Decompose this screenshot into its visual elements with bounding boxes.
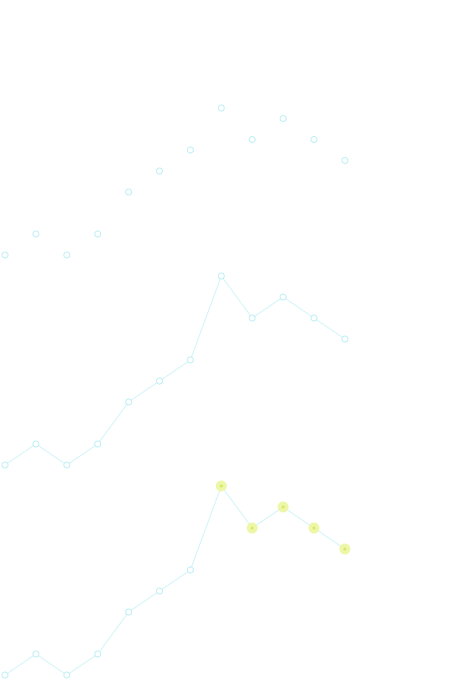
series-2 — [1, 480, 351, 679]
series-1-point-0 — [1, 461, 9, 469]
series-1-point-7 — [217, 272, 225, 280]
series-1-point-9 — [279, 293, 287, 301]
series-1 — [1, 272, 349, 469]
series-0-point-8 — [248, 136, 256, 143]
series-1-point-11 — [341, 335, 349, 343]
series-1-point-1 — [32, 440, 40, 448]
series-0-point-5 — [156, 167, 163, 175]
series-1-point-8 — [248, 314, 256, 322]
series-2-line — [4, 484, 346, 676]
series-1-point-3 — [94, 440, 102, 448]
series-1-point-4 — [125, 398, 133, 406]
series-0-point-3 — [94, 230, 102, 238]
series-2-point-8-center — [250, 526, 254, 530]
series-0-point-9 — [279, 115, 287, 122]
series-0-point-10 — [310, 136, 318, 143]
series-0 — [1, 104, 349, 259]
series-0-point-7 — [217, 104, 225, 112]
series-2-point-3 — [94, 650, 102, 658]
series-2-point-2 — [63, 671, 71, 679]
series-2-point-0 — [1, 671, 9, 679]
series-0-point-0 — [1, 251, 9, 259]
series-0-point-1 — [32, 230, 40, 238]
series-1-line — [4, 274, 346, 466]
series-2-point-9-center — [281, 505, 285, 509]
series-1-point-6 — [186, 356, 194, 364]
series-2-point-11-center — [343, 547, 347, 551]
series-2-point-1 — [32, 650, 40, 658]
series-1-point-2 — [63, 461, 71, 469]
series-2-point-6 — [186, 566, 194, 574]
series-2-point-4 — [125, 608, 133, 616]
series-0-point-11 — [341, 157, 349, 164]
series-0-point-6 — [186, 146, 194, 154]
series-1-point-5 — [156, 377, 163, 385]
series-0-point-2 — [63, 251, 71, 259]
series-2-point-10-center — [312, 526, 316, 530]
series-2-point-5 — [156, 587, 163, 595]
series-1-point-10 — [310, 314, 318, 322]
series-0-point-4 — [125, 188, 133, 196]
series-2-point-7-center — [219, 484, 223, 488]
